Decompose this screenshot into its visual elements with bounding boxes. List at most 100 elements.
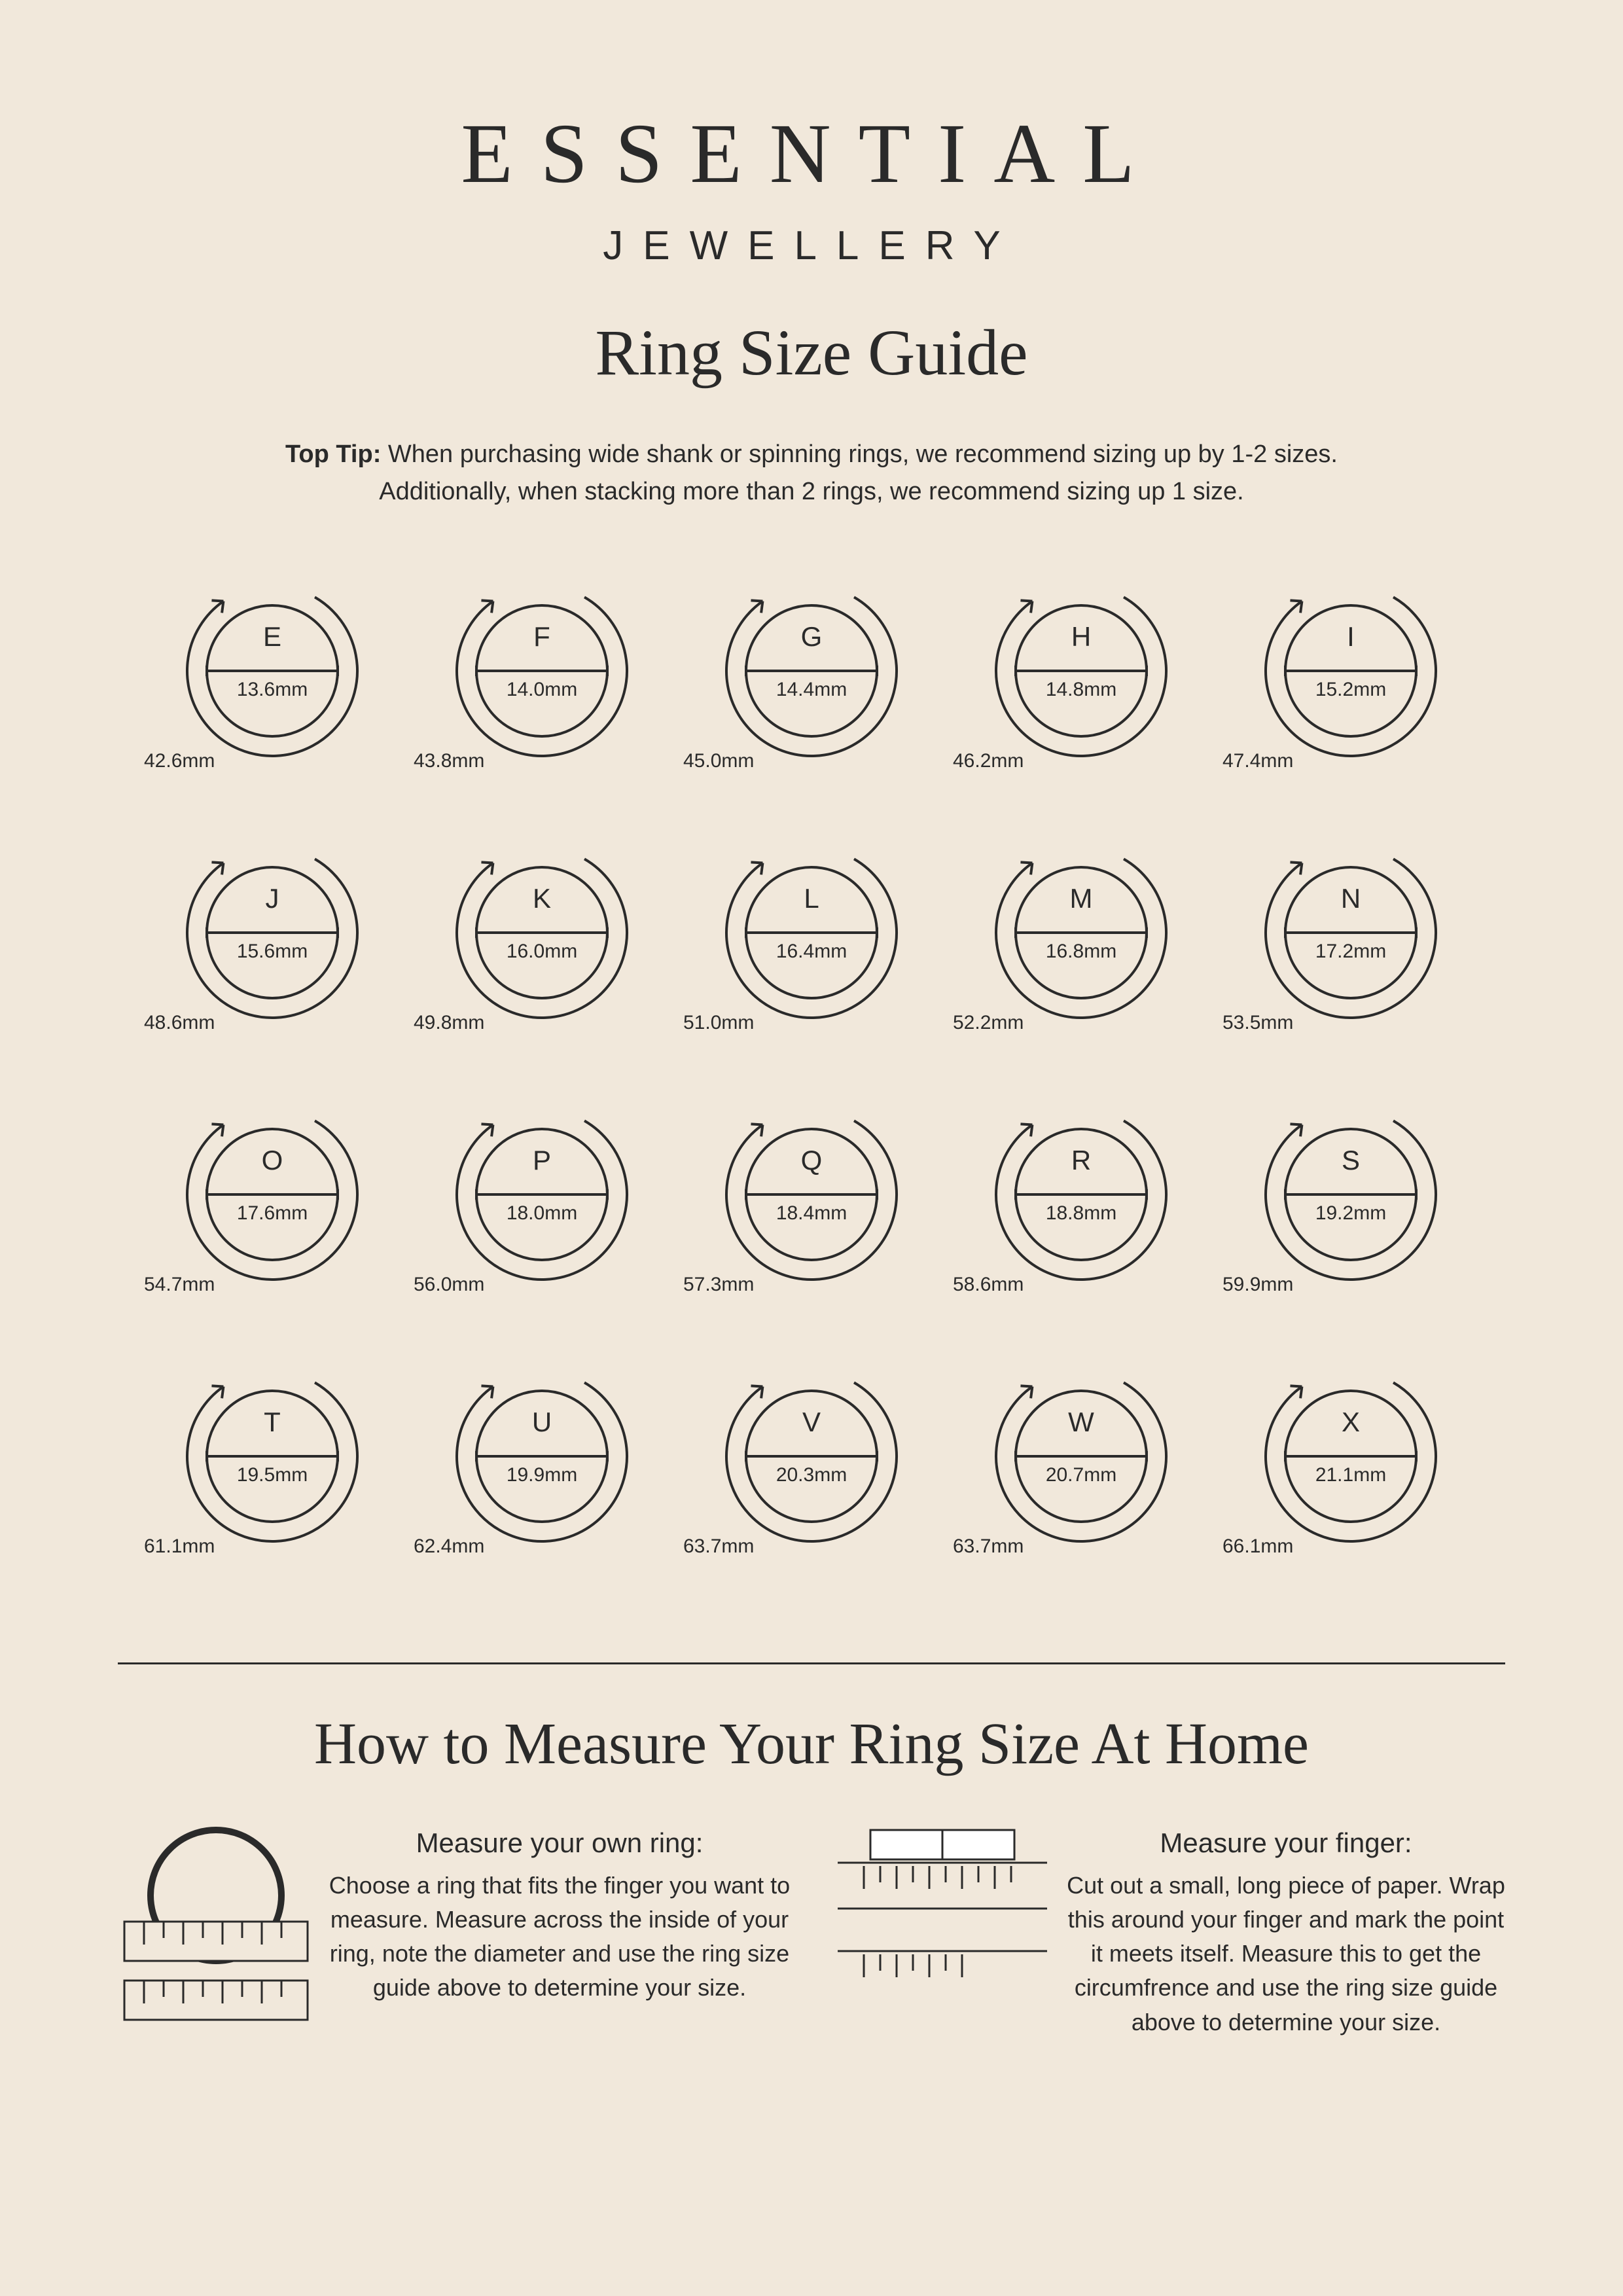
ring-circumference: 63.7mm (953, 1535, 1024, 1558)
svg-text:14.8mm: 14.8mm (1046, 679, 1116, 700)
howto-title: How to Measure Your Ring Size At Home (79, 1710, 1544, 1778)
method-title: Measure your finger: (1067, 1823, 1505, 1863)
ring-size-cell: O 17.6mm 54.7mm (151, 1086, 394, 1302)
method-body: Cut out a small, long piece of paper. Wr… (1067, 1872, 1505, 2036)
svg-text:17.2mm: 17.2mm (1315, 941, 1386, 962)
svg-text:M: M (1070, 883, 1093, 914)
svg-text:N: N (1341, 883, 1361, 914)
top-tip-label: Top Tip: (285, 440, 381, 468)
svg-text:14.0mm: 14.0mm (507, 679, 577, 700)
svg-text:19.5mm: 19.5mm (237, 1464, 308, 1486)
svg-text:L: L (804, 883, 819, 914)
ring-size-cell: W 20.7mm 63.7mm (959, 1348, 1203, 1564)
brand-sub: JEWELLERY (79, 223, 1544, 269)
ring-size-cell: Q 18.4mm 57.3mm (690, 1086, 933, 1302)
ring-circumference: 48.6mm (144, 1012, 215, 1034)
svg-text:W: W (1068, 1407, 1094, 1437)
ring-size-cell: L 16.4mm 51.0mm (690, 825, 933, 1041)
ring-size-cell: H 14.8mm 46.2mm (959, 563, 1203, 779)
svg-text:18.0mm: 18.0mm (507, 1202, 577, 1224)
ring-circumference: 59.9mm (1222, 1274, 1293, 1296)
ring-size-cell: G 14.4mm 45.0mm (690, 563, 933, 779)
ring-circumference: 51.0mm (683, 1012, 754, 1034)
ring-size-cell: M 16.8mm 52.2mm (959, 825, 1203, 1041)
ring-circumference: 49.8mm (414, 1012, 484, 1034)
svg-text:16.0mm: 16.0mm (507, 941, 577, 962)
page-title: Ring Size Guide (79, 315, 1544, 390)
ring-size-cell: N 17.2mm 53.5mm (1229, 825, 1472, 1041)
ring-icon: I 15.2mm (1243, 563, 1459, 779)
ring-icon: P 18.0mm (434, 1086, 650, 1302)
ring-icon: H 14.8mm (973, 563, 1189, 779)
ring-icon: G 14.4mm (704, 563, 919, 779)
method-finger: Measure your finger: Cut out a small, lo… (831, 1823, 1505, 2039)
ring-size-cell: U 19.9mm 62.4mm (420, 1348, 664, 1564)
ring-icon: F 14.0mm (434, 563, 650, 779)
svg-text:15.2mm: 15.2mm (1315, 679, 1386, 700)
ring-size-cell: I 15.2mm 47.4mm (1229, 563, 1472, 779)
ring-circumference: 52.2mm (953, 1012, 1024, 1034)
svg-text:19.2mm: 19.2mm (1315, 1202, 1386, 1224)
ring-circumference: 61.1mm (144, 1535, 215, 1558)
ring-size-cell: P 18.0mm 56.0mm (420, 1086, 664, 1302)
ring-circumference: 58.6mm (953, 1274, 1024, 1296)
svg-text:Q: Q (801, 1145, 823, 1175)
svg-text:F: F (533, 621, 550, 652)
svg-text:20.3mm: 20.3mm (776, 1464, 847, 1486)
ring-circumference: 53.5mm (1222, 1012, 1293, 1034)
ring-size-cell: V 20.3mm 63.7mm (690, 1348, 933, 1564)
ring-size-cell: F 14.0mm 43.8mm (420, 563, 664, 779)
divider (118, 1662, 1505, 1664)
top-tip-text: When purchasing wide shank or spinning r… (379, 440, 1338, 505)
svg-text:G: G (801, 621, 823, 652)
paper-ruler-icon (831, 1823, 1054, 2020)
svg-text:O: O (262, 1145, 283, 1175)
ring-on-ruler-icon (118, 1823, 314, 2033)
ring-icon: S 19.2mm (1243, 1086, 1459, 1302)
svg-text:21.1mm: 21.1mm (1315, 1464, 1386, 1486)
ring-circumference: 43.8mm (414, 750, 484, 772)
method-body: Choose a ring that fits the finger you w… (329, 1872, 790, 2001)
ring-icon: M 16.8mm (973, 825, 1189, 1041)
svg-text:J: J (266, 883, 279, 914)
svg-text:S: S (1342, 1145, 1360, 1175)
ring-icon: Q 18.4mm (704, 1086, 919, 1302)
svg-text:X: X (1342, 1407, 1360, 1437)
ring-size-cell: X 21.1mm 66.1mm (1229, 1348, 1472, 1564)
svg-text:I: I (1347, 621, 1355, 652)
brand-main: ESSENTIAL (79, 105, 1544, 203)
ring-circumference: 57.3mm (683, 1274, 754, 1296)
ring-size-cell: T 19.5mm 61.1mm (151, 1348, 394, 1564)
svg-text:18.8mm: 18.8mm (1046, 1202, 1116, 1224)
ring-icon: K 16.0mm (434, 825, 650, 1041)
top-tip: Top Tip: When purchasing wide shank or s… (223, 436, 1400, 511)
ring-icon: N 17.2mm (1243, 825, 1459, 1041)
svg-text:18.4mm: 18.4mm (776, 1202, 847, 1224)
ring-icon: R 18.8mm (973, 1086, 1189, 1302)
svg-text:19.9mm: 19.9mm (507, 1464, 577, 1486)
method-own-ring: Measure your own ring: Choose a ring tha… (118, 1823, 792, 2039)
method-title: Measure your own ring: (327, 1823, 792, 1863)
svg-text:P: P (533, 1145, 551, 1175)
ring-circumference: 56.0mm (414, 1274, 484, 1296)
ring-icon: X 21.1mm (1243, 1348, 1459, 1564)
ring-size-cell: S 19.2mm 59.9mm (1229, 1086, 1472, 1302)
svg-text:14.4mm: 14.4mm (776, 679, 847, 700)
ring-circumference: 54.7mm (144, 1274, 215, 1296)
svg-text:20.7mm: 20.7mm (1046, 1464, 1116, 1486)
ring-circumference: 45.0mm (683, 750, 754, 772)
ring-circumference: 46.2mm (953, 750, 1024, 772)
ring-size-cell: E 13.6mm 42.6mm (151, 563, 394, 779)
ring-icon: T 19.5mm (164, 1348, 380, 1564)
ring-circumference: 66.1mm (1222, 1535, 1293, 1558)
methods-row: Measure your own ring: Choose a ring tha… (79, 1823, 1544, 2039)
svg-text:H: H (1071, 621, 1091, 652)
ring-icon: V 20.3mm (704, 1348, 919, 1564)
ring-size-cell: K 16.0mm 49.8mm (420, 825, 664, 1041)
ring-icon: L 16.4mm (704, 825, 919, 1041)
ring-icon: U 19.9mm (434, 1348, 650, 1564)
ring-icon: J 15.6mm (164, 825, 380, 1041)
ring-circumference: 42.6mm (144, 750, 215, 772)
svg-text:V: V (802, 1407, 821, 1437)
ring-size-grid: E 13.6mm 42.6mm F 14.0mm 43.8mm (124, 563, 1499, 1564)
